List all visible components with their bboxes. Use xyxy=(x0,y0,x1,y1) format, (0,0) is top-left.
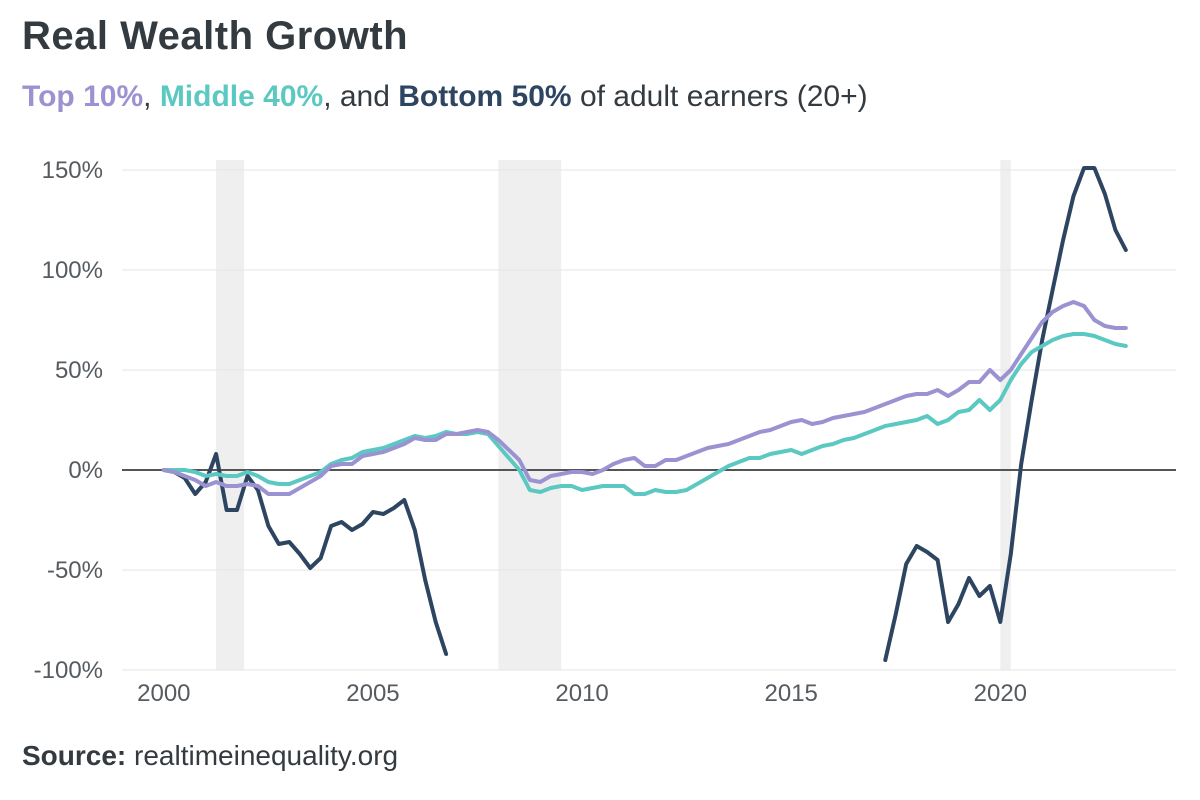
recession-band-1 xyxy=(498,160,562,670)
recession-bands xyxy=(216,160,1011,670)
x-tick-label: 2020 xyxy=(974,680,1027,707)
series-line-middle-40 xyxy=(161,332,1128,496)
series-line-top-10 xyxy=(161,300,1128,496)
series-line-bottom-50 xyxy=(161,166,1128,662)
subtitle-sep-2: , and xyxy=(323,80,399,113)
source-text: realtimeinequality.org xyxy=(126,740,399,771)
x-tick-label: 2005 xyxy=(346,680,399,707)
source-label: Source: xyxy=(22,740,127,771)
x-tick-label: 2015 xyxy=(765,680,818,707)
series-lines xyxy=(161,166,1128,662)
y-tick-label: 50% xyxy=(55,357,103,384)
y-tick-label: -100% xyxy=(34,657,103,684)
y-tick-label: -50% xyxy=(47,557,103,584)
source-note: Source: realtimeinequality.org xyxy=(22,740,398,772)
chart-subtitle: Top 10%, Middle 40%, and Bottom 50% of a… xyxy=(22,80,868,114)
recession-band-0 xyxy=(216,160,245,670)
recession-band-2 xyxy=(1000,160,1011,670)
x-tick-label: 2010 xyxy=(555,680,608,707)
grid-lines xyxy=(122,169,1176,671)
y-tick-label: 100% xyxy=(42,257,103,284)
y-tick-label: 150% xyxy=(42,157,103,184)
y-tick-label: 0% xyxy=(68,457,103,484)
subtitle-bottom-50: Bottom 50% xyxy=(398,80,572,113)
axes: -100% -50% 0% 50% 100% 150% 2000 2005 2010 2015 20… xyxy=(34,157,1027,707)
subtitle-middle-40: Middle 40% xyxy=(159,80,324,113)
subtitle-rest: of adult earners (20+) xyxy=(571,80,868,113)
subtitle-top-10: Top 10% xyxy=(22,80,144,113)
subtitle-sep-1: , xyxy=(143,80,160,113)
chart-title: Real Wealth Growth xyxy=(22,14,409,58)
x-tick-label: 2000 xyxy=(137,680,190,707)
